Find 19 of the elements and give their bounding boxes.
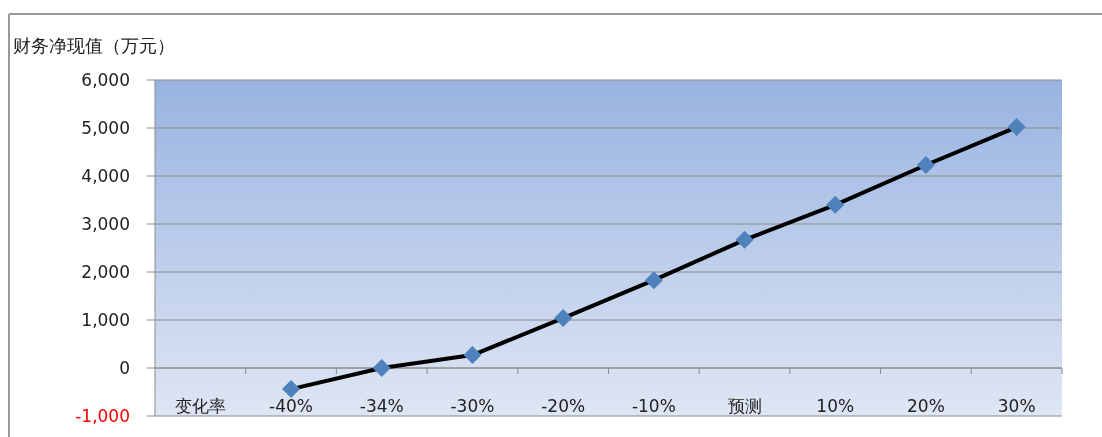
y-tick-label: 2,000 xyxy=(81,262,130,282)
x-tick-label: -20% xyxy=(541,396,586,416)
y-tick-label: 0 xyxy=(119,358,130,378)
x-tick-label: -40% xyxy=(269,396,314,416)
y-tick-label: 5,000 xyxy=(81,118,130,138)
x-tick-label: 预测 xyxy=(727,396,762,416)
x-tick-label: -30% xyxy=(450,396,495,416)
y-axis-title: 财务净现值（万元） xyxy=(13,35,175,56)
y-tick-label: 3,000 xyxy=(81,214,130,234)
y-tick-label: -1,000 xyxy=(75,406,130,426)
x-tick-label: 10% xyxy=(816,396,855,416)
y-tick-label: 4,000 xyxy=(81,166,130,186)
x-tick-label: -34% xyxy=(359,396,404,416)
x-tick-label: 20% xyxy=(907,396,945,416)
y-tick-label: 6,000 xyxy=(81,70,130,90)
y-tick-label: 1,000 xyxy=(81,310,130,330)
x-tick-label: -10% xyxy=(631,396,676,416)
x-tick-label: 变化率 xyxy=(174,396,226,416)
x-tick-label: 30% xyxy=(997,396,1036,416)
